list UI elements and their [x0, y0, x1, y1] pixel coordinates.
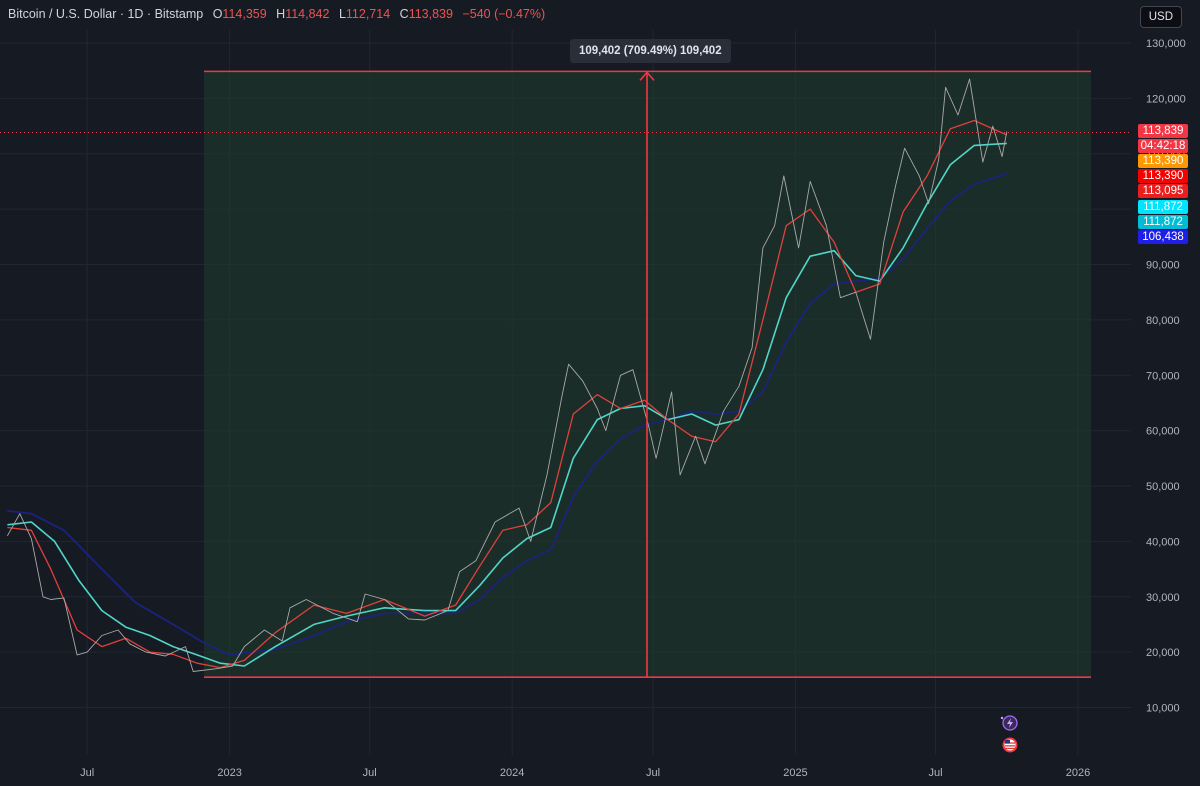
price-tag: 113,839	[1138, 124, 1188, 138]
y-tick-label: 40,000	[1146, 536, 1180, 548]
price-tag: 113,390	[1138, 169, 1188, 184]
measure-label: 109,402 (709.49%) 109,402	[570, 39, 731, 63]
x-tick-label: Jul	[929, 767, 943, 779]
y-tick-label: 80,000	[1146, 315, 1180, 327]
high-value: 114,842	[285, 7, 330, 21]
y-tick-label: 120,000	[1146, 93, 1186, 105]
y-tick-label: 90,000	[1146, 260, 1180, 272]
measure-tool	[204, 70, 1091, 678]
price-tag: 106,438	[1138, 229, 1188, 244]
price-tag: 111,872	[1138, 214, 1188, 229]
x-tick-label: 2023	[217, 767, 241, 779]
lightning-icon[interactable]	[1000, 715, 1018, 731]
y-tick-label: 70,000	[1146, 370, 1180, 382]
series-layer	[7, 78, 1008, 672]
y-tick-label: 130,000	[1146, 38, 1186, 50]
us-flag-icon[interactable]	[1002, 737, 1018, 753]
series-line-2	[7, 142, 1007, 667]
low-label: L	[338, 7, 346, 21]
y-tick-label: 30,000	[1146, 592, 1180, 604]
y-tick-label: 60,000	[1146, 426, 1180, 438]
currency-button[interactable]: USD	[1139, 6, 1182, 28]
y-tick-label: 20,000	[1146, 647, 1180, 659]
x-tick-label: 2024	[500, 767, 524, 779]
x-axis: Jul 2023 Jul 2024 Jul 2025 Jul 2026	[80, 767, 1090, 779]
measure-arrow-head	[639, 71, 655, 81]
price-tag: 111,872	[1138, 199, 1188, 214]
series-line-0	[7, 78, 1008, 672]
x-tick-label: Jul	[646, 767, 660, 779]
x-tick-label: 2026	[1066, 767, 1090, 779]
x-tick-label: 2025	[783, 767, 807, 779]
y-tick-label: 50,000	[1146, 481, 1180, 493]
high-label: H	[276, 7, 286, 21]
close-label: C	[399, 7, 409, 21]
price-tag: 113,095	[1138, 184, 1188, 199]
y-tick-label: 10,000	[1146, 703, 1180, 715]
low-value: 112,714	[345, 7, 391, 21]
price-tag: 113,390	[1138, 154, 1188, 169]
symbol-header: Bitcoin / U.S. Dollar · 1D · Bitstamp O1…	[8, 7, 545, 21]
open-label: O	[212, 7, 223, 21]
change-value: −540 (−0.47%)	[462, 7, 546, 21]
series-line-1	[7, 119, 1008, 669]
close-value: 113,839	[408, 7, 453, 21]
x-tick-label: Jul	[363, 767, 377, 779]
price-tag: 04:42:18	[1138, 139, 1188, 154]
symbol-title[interactable]: Bitcoin / U.S. Dollar · 1D · Bitstamp	[8, 7, 204, 21]
open-value: 114,359	[222, 7, 267, 21]
series-line-3	[7, 172, 1008, 656]
x-tick-label: Jul	[80, 767, 94, 779]
